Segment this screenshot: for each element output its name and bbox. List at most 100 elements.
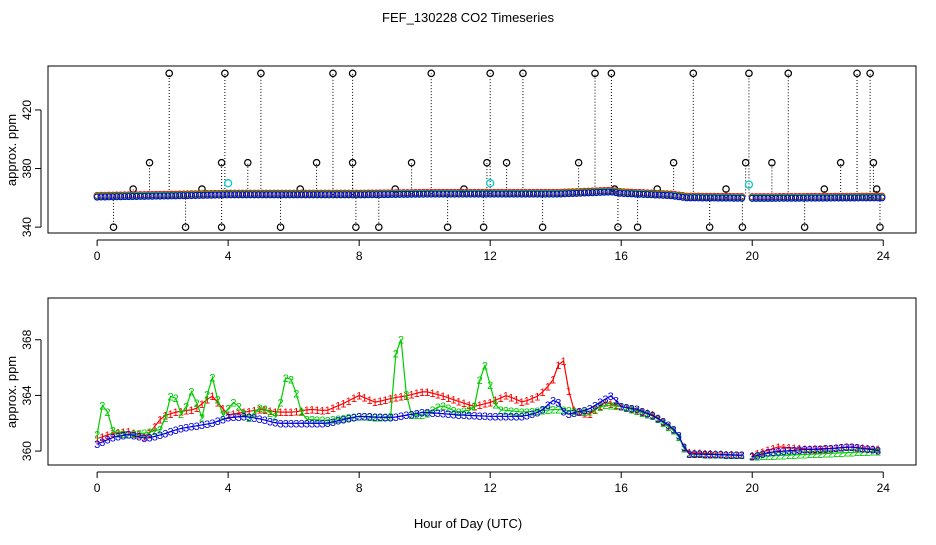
- top-axes: 0 4 8 12 16 20 24 340 380 420: [20, 100, 890, 263]
- series-3-marker: 3: [241, 411, 247, 423]
- cyan-point: [224, 179, 233, 188]
- baseline-point: [231, 191, 239, 199]
- series-2-marker: 2: [251, 408, 257, 420]
- series-1-marker: 1: [246, 406, 252, 418]
- series-2-marker: 2: [712, 450, 718, 462]
- series-2-marker: 2: [126, 429, 132, 441]
- top-y-tick-label: 380: [20, 158, 34, 178]
- baseline-point: [726, 194, 734, 202]
- series-1-marker: 1: [823, 444, 829, 456]
- series-1-marker: 1: [728, 450, 734, 462]
- series-2-marker: 2: [566, 405, 572, 417]
- baseline-point: [360, 191, 368, 199]
- series-2-marker: 2: [540, 405, 546, 417]
- baseline-point: [502, 190, 510, 198]
- series-3-marker: 3: [665, 420, 671, 432]
- baseline-point: [415, 190, 423, 198]
- series-3-marker: 3: [429, 408, 435, 420]
- series-2-marker: 2: [576, 406, 582, 418]
- series-3-marker: 3: [105, 435, 111, 447]
- baseline-point: [557, 190, 565, 198]
- series-1-marker: 1: [733, 450, 739, 462]
- series-2-marker: 2: [277, 397, 283, 409]
- baseline-point: [498, 190, 506, 198]
- series-3-marker: 3: [560, 407, 566, 419]
- baseline-point: [125, 193, 133, 201]
- baseline-point: [748, 194, 756, 202]
- series-1-marker: 1: [592, 405, 598, 417]
- baseline-point: [364, 191, 372, 199]
- series-3-marker: 3: [807, 444, 813, 456]
- series-3-marker: 3: [293, 418, 299, 430]
- series-3-marker: 3: [120, 430, 126, 442]
- top-x-tick-label: 16: [615, 249, 629, 263]
- spike-point: [348, 69, 357, 78]
- spike-point: [519, 69, 527, 78]
- series-1-marker: 1: [503, 391, 509, 403]
- series-2-marker: 2: [372, 413, 378, 425]
- baseline-point: [791, 194, 799, 202]
- baseline-point: [639, 190, 647, 198]
- series-3-marker: 3: [424, 407, 430, 419]
- baseline-point: [843, 194, 851, 202]
- series-2-marker: 2: [817, 449, 823, 461]
- series-2-marker: 2: [838, 448, 844, 460]
- series-2-marker: 2: [429, 405, 435, 417]
- series-1-marker: 1: [833, 443, 839, 455]
- series-2-marker: 2: [681, 443, 687, 455]
- series-2-marker: 2: [498, 405, 504, 417]
- series-1-marker: 1: [257, 405, 263, 417]
- series-2-marker: 2: [367, 412, 373, 424]
- series-1-marker: 1: [466, 400, 472, 412]
- series-2-marker: 2: [361, 412, 367, 424]
- spike-point: [669, 158, 678, 167]
- series-1-marker: 1: [372, 397, 378, 409]
- series-1-marker: 1: [173, 407, 179, 419]
- baseline-point: [643, 191, 651, 199]
- baseline-point: [380, 191, 388, 199]
- series-3-marker: 3: [597, 397, 603, 409]
- series-3-marker: 3: [267, 416, 273, 428]
- series-3-marker: 3: [131, 430, 137, 442]
- series-3-marker: 3: [199, 420, 205, 432]
- baseline-point: [309, 191, 317, 199]
- series-1-marker: 1: [230, 409, 236, 421]
- series-1-marker: 1: [267, 406, 273, 418]
- series-3-marker: 3: [650, 411, 656, 423]
- series-1-marker: 1: [807, 444, 813, 456]
- baseline-point: [514, 190, 522, 198]
- baseline-point: [850, 194, 858, 202]
- series-1-marker: 1: [330, 403, 336, 415]
- series-1-marker: 1: [461, 398, 467, 410]
- spike-point: [443, 223, 452, 231]
- baseline-point: [835, 194, 843, 202]
- baseline-point: [807, 194, 815, 202]
- series-3-marker: 3: [471, 411, 477, 423]
- series-1-marker: 1: [361, 393, 367, 405]
- baseline-point: [301, 191, 309, 199]
- series-2-marker: 2: [314, 415, 320, 427]
- baseline-point: [101, 193, 109, 201]
- baseline-point: [549, 190, 557, 198]
- baseline-point: [435, 190, 443, 198]
- baseline-point: [659, 191, 667, 199]
- top-x-tick-label: 24: [877, 249, 891, 263]
- series-2-marker: 2: [403, 389, 409, 401]
- series-3-marker: 3: [503, 411, 509, 423]
- baseline-point: [400, 190, 408, 198]
- series-2-marker: 2: [513, 406, 519, 418]
- baseline-point: [588, 189, 596, 197]
- baseline-point: [679, 193, 687, 201]
- series-2-marker: 2: [503, 405, 509, 417]
- spike-point: [348, 158, 357, 167]
- series-1-marker: 1: [136, 430, 142, 442]
- spike-point: [768, 158, 776, 167]
- series-3-marker: 3: [791, 445, 797, 457]
- series-2-marker: 2: [791, 450, 797, 462]
- spike-point: [722, 185, 730, 193]
- bottom-y-tick-label: 360: [20, 441, 34, 461]
- baseline-point: [258, 191, 266, 199]
- baseline-point: [250, 191, 258, 199]
